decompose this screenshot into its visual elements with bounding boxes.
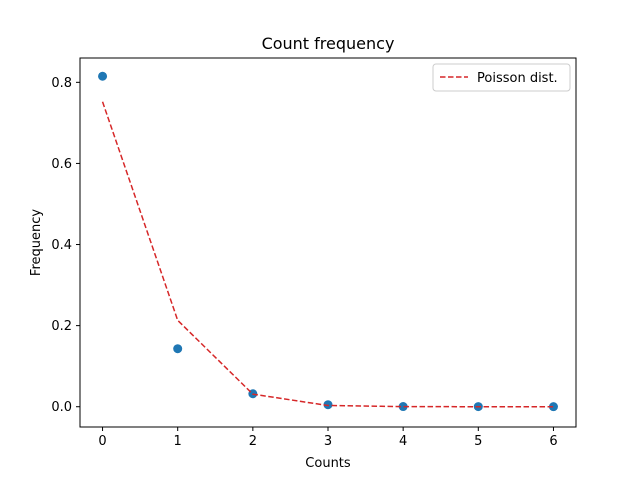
chart-title: Count frequency (262, 34, 395, 53)
y-tick-label: 0.0 (51, 400, 72, 415)
y-tick-label: 0.8 (51, 76, 72, 91)
y-tick-label: 0.4 (51, 238, 72, 253)
x-tick-label: 2 (249, 434, 257, 449)
data-point (398, 402, 408, 412)
legend-box (432, 63, 571, 92)
x-tick-label: 3 (324, 434, 332, 449)
x-tick-label: 4 (399, 434, 407, 449)
x-tick-label: 5 (474, 434, 482, 449)
poisson-line (101, 101, 554, 408)
y-tick-label: 0.2 (51, 319, 72, 334)
x-tick-label: 0 (98, 434, 106, 449)
legend: Poisson dist. (432, 63, 571, 92)
data-point (98, 71, 108, 81)
y-axis-label: Frequency (29, 209, 44, 276)
data-point (323, 400, 333, 410)
y-tick-label: 0.6 (51, 157, 72, 172)
ticks: 0 1 2 3 4 5 6 0.0 0.2 0.4 0.6 0.8 (51, 76, 557, 449)
plot-area (98, 71, 558, 412)
legend-label-poisson: Poisson dist. (477, 71, 558, 86)
data-point (548, 402, 558, 412)
data-point (173, 344, 183, 354)
x-axis-label: Counts (305, 456, 351, 471)
x-tick-label: 6 (549, 434, 557, 449)
x-tick-label: 1 (174, 434, 182, 449)
